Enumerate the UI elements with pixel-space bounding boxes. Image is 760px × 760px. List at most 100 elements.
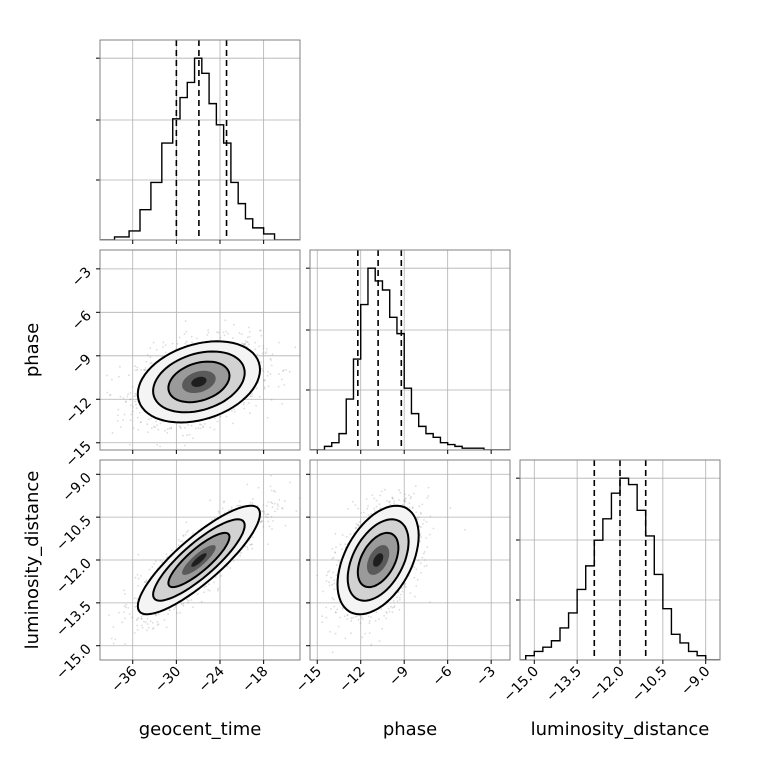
- x-tick-label: −9.0: [678, 664, 713, 699]
- sample-point: [146, 354, 149, 356]
- sample-point: [187, 424, 190, 427]
- sample-point: [180, 603, 183, 605]
- sample-point: [249, 395, 252, 398]
- sample-point: [344, 637, 347, 640]
- sample-point: [274, 510, 276, 513]
- sample-point: [125, 603, 128, 606]
- sample-point: [166, 431, 169, 434]
- sample-point: [354, 504, 357, 506]
- sample-point: [155, 560, 157, 563]
- sample-point: [159, 422, 162, 425]
- sample-point: [233, 323, 235, 326]
- sample-point: [403, 499, 405, 502]
- sample-point: [134, 365, 137, 368]
- sample-point: [255, 387, 258, 390]
- sample-point: [204, 423, 206, 425]
- sample-point: [131, 385, 134, 388]
- sample-point: [242, 343, 245, 346]
- sample-point: [153, 563, 156, 565]
- sample-point: [399, 599, 401, 601]
- sample-point: [420, 572, 422, 574]
- sample-point: [389, 503, 392, 506]
- sample-point: [357, 507, 359, 510]
- sample-point: [136, 573, 139, 576]
- x-tick-label: −30: [152, 664, 184, 696]
- sample-point: [203, 591, 205, 594]
- sample-point: [134, 605, 137, 608]
- sample-point: [271, 502, 274, 505]
- sample-point: [334, 551, 336, 553]
- sample-point: [139, 421, 142, 423]
- sample-point: [185, 340, 188, 343]
- sample-point: [408, 506, 411, 509]
- sample-point: [140, 618, 143, 620]
- hist-panel-phase: [306, 249, 511, 454]
- sample-point: [277, 385, 280, 388]
- sample-point: [156, 624, 159, 626]
- sample-point: [245, 341, 248, 344]
- sample-point: [404, 498, 406, 501]
- y-tick-label: −15: [63, 438, 95, 470]
- sample-point: [202, 425, 204, 427]
- sample-point: [112, 626, 115, 628]
- sample-point: [134, 400, 137, 403]
- sample-point: [170, 427, 173, 430]
- sample-point: [364, 632, 367, 635]
- sample-point: [117, 414, 119, 417]
- sample-point: [262, 345, 265, 347]
- sample-point: [132, 405, 134, 408]
- sample-point: [151, 566, 154, 568]
- sample-point: [217, 587, 220, 590]
- sample-point: [267, 501, 270, 503]
- sample-point: [421, 503, 424, 506]
- sample-point: [186, 434, 189, 437]
- sample-point: [422, 523, 424, 525]
- sample-point: [283, 500, 286, 503]
- sample-point: [126, 395, 129, 398]
- sample-point: [339, 543, 342, 546]
- y-tick-label: −9: [69, 351, 95, 377]
- sample-point: [216, 589, 219, 592]
- sample-point: [354, 527, 357, 530]
- sample-point: [331, 557, 334, 560]
- sample-point: [185, 531, 188, 534]
- sample-point: [276, 503, 279, 506]
- sample-point: [254, 341, 257, 344]
- sample-point: [230, 508, 233, 511]
- sample-point: [136, 416, 139, 419]
- sample-point: [331, 583, 333, 586]
- x-tick-label: −3: [473, 664, 499, 690]
- sample-point: [360, 616, 363, 618]
- sample-point: [361, 617, 364, 620]
- sample-point: [153, 425, 155, 428]
- sample-point: [145, 580, 148, 583]
- sample-point: [421, 556, 424, 559]
- sample-point: [258, 395, 261, 398]
- sample-point: [398, 499, 400, 501]
- sample-point: [335, 574, 338, 577]
- sample-point: [125, 400, 127, 402]
- sample-point: [137, 553, 140, 556]
- sample-point: [238, 500, 241, 503]
- sample-point: [146, 423, 149, 426]
- sample-point: [135, 403, 137, 406]
- sample-point: [136, 628, 139, 631]
- sample-point: [413, 492, 415, 495]
- sample-point: [419, 562, 422, 564]
- sample-point: [222, 501, 225, 504]
- sample-point: [136, 618, 139, 620]
- sample-point: [321, 615, 323, 618]
- y-axis-label-luminosity_distance: luminosity_distance: [22, 471, 43, 650]
- sample-point: [225, 330, 228, 333]
- sample-point: [337, 559, 340, 562]
- contour-line: [346, 518, 410, 602]
- sample-point: [410, 496, 412, 498]
- sample-point: [188, 433, 191, 436]
- sample-point: [267, 513, 270, 516]
- sample-point: [416, 578, 419, 581]
- sample-point: [156, 620, 159, 623]
- sample-point: [134, 392, 137, 395]
- sample-point: [259, 329, 262, 332]
- contour-line: [356, 531, 400, 589]
- sample-point: [150, 427, 153, 430]
